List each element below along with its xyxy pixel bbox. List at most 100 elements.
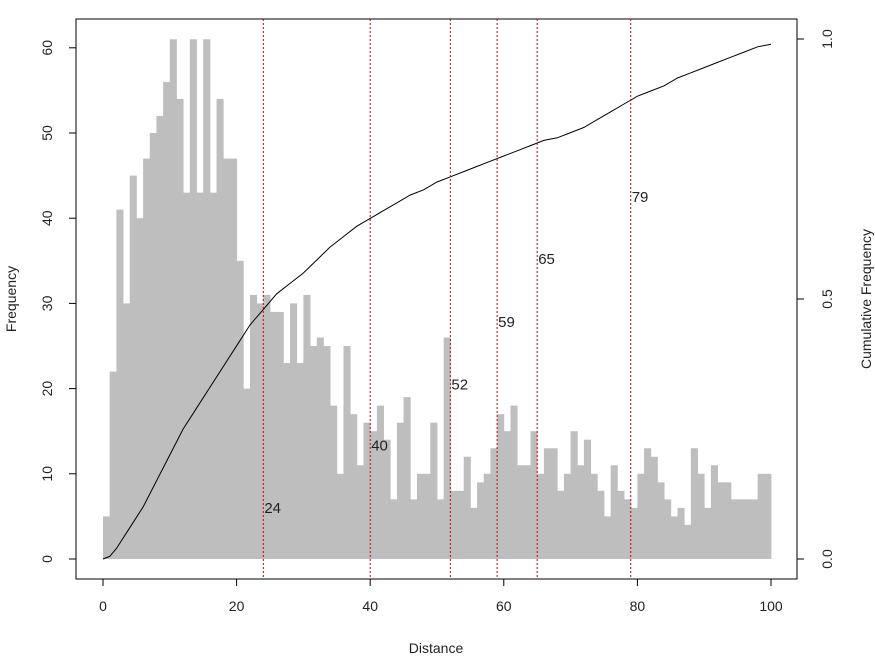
histogram-bar [457,490,465,559]
histogram-bar [670,516,678,559]
histogram-bar [163,81,171,559]
histogram-bars [103,39,772,560]
histogram-bar [697,473,705,559]
histogram-bar [296,363,304,559]
histogram-bar [143,158,151,559]
histogram-bar [263,294,271,559]
histogram-bar [223,158,231,559]
histogram-bar [176,98,184,560]
histogram-bar [630,507,638,559]
reference-line-label: 59 [498,314,515,331]
histogram-bar [283,363,291,559]
histogram-bar [249,294,258,559]
x-tick-label: 0 [99,598,107,614]
y-axis-left: 0 10 20 30 40 50 60 [39,40,77,563]
y2-tick-label: 0.5 [819,289,835,309]
histogram-bar [330,405,338,559]
reference-line-label: 24 [264,500,281,517]
histogram-bar [664,499,672,559]
histogram-bar [336,473,344,559]
y-tick-label: 30 [39,295,55,311]
x-tick-label: 80 [630,598,646,614]
histogram-bar [276,311,284,559]
y-tick-label: 50 [39,125,55,141]
histogram-bar [343,346,351,559]
histogram-bar [103,516,111,559]
histogram-bar [530,431,538,559]
cumulative-curve-group [102,43,772,560]
histogram-bar [116,209,124,559]
reference-line-label: 65 [538,251,555,268]
y-axis-right: 0.0 0.5 1.0 [796,29,835,569]
histogram-bar [189,39,197,559]
y-tick-label: 10 [39,466,55,482]
histogram-bar [550,448,558,559]
reference-line-label: 79 [632,189,649,206]
x-tick-label: 20 [229,598,245,614]
y-tick-label: 0 [39,555,55,563]
histogram-bar [363,422,371,559]
histogram-bar [196,192,204,559]
histogram-bar [710,465,718,559]
histogram-bar [737,499,745,559]
histogram-bar [563,473,571,559]
histogram-bar [216,98,224,560]
histogram-bar [383,439,391,559]
histogram-bar [724,482,732,559]
histogram-bar [236,260,244,559]
histogram-bar [617,490,625,559]
histogram-bar [396,422,404,559]
histogram-bar [290,303,298,559]
histogram-bar [149,133,157,559]
y-axis-title: Frequency [3,266,19,332]
histogram-bar [430,422,438,559]
histogram-bar [490,448,498,559]
histogram-bar [684,524,692,559]
x-tick-label: 40 [362,598,378,614]
histogram-bar [570,431,578,559]
histogram-bar [604,516,612,559]
histogram-bar [477,482,485,559]
histogram-bar [229,158,237,559]
histogram-bar [517,465,525,559]
histogram-bar [677,507,685,559]
histogram-bar [557,490,565,559]
histogram-bar [637,473,645,559]
histogram-bar [503,431,511,559]
histogram-bar [483,473,491,559]
histogram-bar [376,405,384,559]
histogram-bar [597,490,605,559]
histogram-bar [610,465,618,559]
histogram-bar [537,473,545,559]
histogram-bar [583,439,592,559]
histogram-bar [644,448,652,559]
histogram-bar [350,414,358,559]
histogram-bar [510,405,518,559]
y2-tick-label: 0.0 [819,549,835,569]
histogram-bar [416,473,425,559]
histogram-bar [169,39,177,559]
histogram-bar [423,473,431,559]
reference-line-label: 40 [371,438,388,455]
histogram-bar [323,346,331,559]
histogram-bar [590,473,598,559]
histogram-bar [256,303,264,559]
histogram-bar [203,39,211,559]
y2-tick-label: 1.0 [819,29,835,49]
x-tick-label: 60 [496,598,512,614]
histogram-bar [764,473,772,559]
histogram-bar [717,482,725,559]
histogram-bar [403,397,411,559]
histogram-bar [390,499,398,559]
histogram-bar [757,473,765,559]
histogram-bar [523,465,531,559]
histogram-bar [704,507,712,559]
histogram-bar [156,115,164,560]
histogram-bar [356,465,364,559]
histogram-bar [243,388,251,559]
histogram-bar [123,303,131,559]
histogram-bar [437,499,445,559]
histogram-bar [497,414,505,559]
histogram-bar [129,175,137,559]
histogram-bar [443,337,451,559]
